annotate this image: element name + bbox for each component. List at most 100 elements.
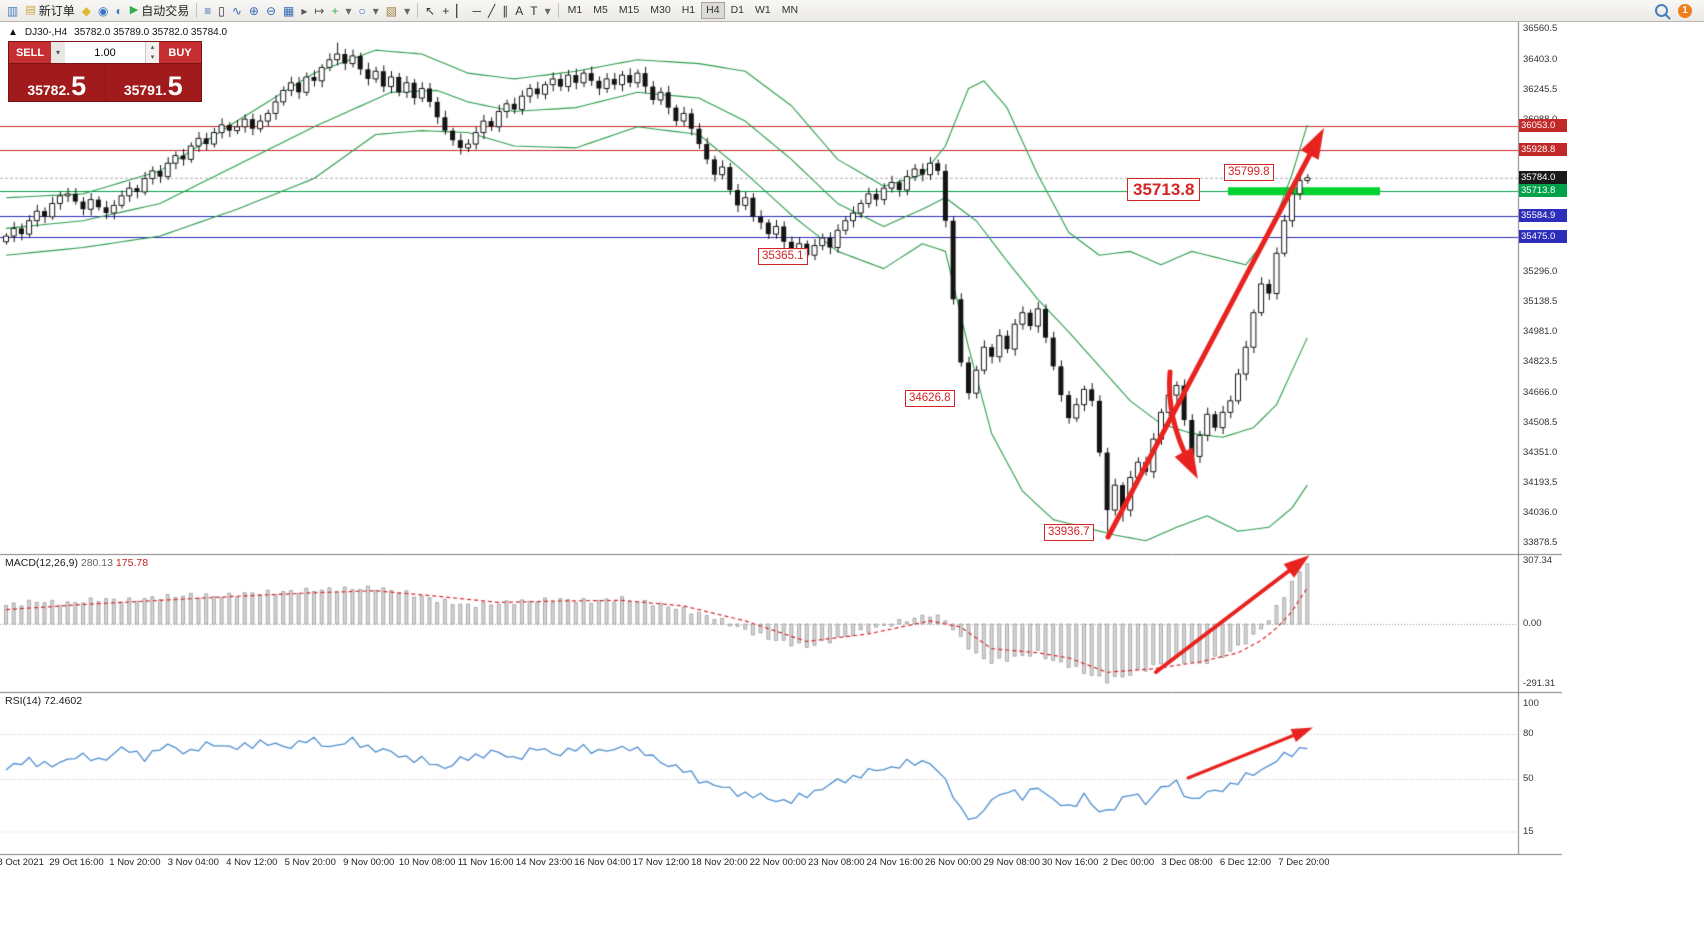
price-axis-tag: 35784.0 bbox=[1519, 170, 1567, 184]
price-axis-tick: 34981.0 bbox=[1523, 326, 1558, 338]
symbol-marker-icon: ▲ bbox=[8, 27, 18, 38]
volume-spinner: ▴ ▾ bbox=[145, 42, 159, 63]
auto-trading-button[interactable]: ▶ 自动交易 bbox=[127, 4, 192, 18]
market-watch-icon[interactable]: ◉ bbox=[98, 3, 109, 18]
timeframe-M15[interactable]: M15 bbox=[618, 4, 640, 17]
price-axis-tick: 36403.0 bbox=[1523, 53, 1558, 65]
time-axis-label: 29 Nov 08:00 bbox=[983, 857, 1040, 868]
price-annotation[interactable]: 35713.8 bbox=[1127, 178, 1201, 201]
timeframe-W1[interactable]: W1 bbox=[755, 4, 771, 17]
shapes-dropdown-icon[interactable]: ▾ bbox=[544, 3, 551, 18]
rsi-name: RSI(14) bbox=[5, 695, 42, 707]
volume-down-button[interactable]: ▾ bbox=[150, 54, 155, 62]
time-axis-label: 17 Nov 12:00 bbox=[632, 857, 690, 868]
chart-symbol-header: ▲ DJ30-,H4 35782.0 35789.0 35782.0 35784… bbox=[8, 27, 227, 38]
buy-price-main: 35791. bbox=[123, 81, 167, 98]
time-axis-label: 23 Nov 08:00 bbox=[808, 857, 865, 868]
timeframe-H1[interactable]: H1 bbox=[681, 4, 696, 17]
toolbar-separator bbox=[196, 3, 198, 18]
time-axis-label: 3 Dec 08:00 bbox=[1161, 857, 1213, 868]
buy-button[interactable]: BUY bbox=[159, 42, 201, 63]
buy-price[interactable]: 35791. 5 bbox=[106, 64, 202, 101]
volume-up-button[interactable]: ▴ bbox=[150, 43, 155, 51]
rsi-indicator-label: RSI(14) 72.4602 bbox=[5, 695, 82, 707]
price-axis-tick: 35296.0 bbox=[1523, 265, 1558, 277]
line-chart-icon[interactable]: ∿ bbox=[231, 3, 242, 18]
price-annotation[interactable]: 33936.7 bbox=[1044, 524, 1094, 541]
arrow-tools-icon[interactable]: T bbox=[530, 3, 538, 18]
price-axis-tag: 35928.8 bbox=[1519, 143, 1567, 157]
vertical-line-icon[interactable]: ▏ bbox=[456, 3, 466, 18]
macd-axis-label: 0.00 bbox=[1523, 618, 1542, 629]
macd-name: MACD(12,26,9) bbox=[5, 557, 78, 569]
crosshair-icon[interactable]: + bbox=[442, 3, 450, 18]
rsi-axis-label: 100 bbox=[1523, 698, 1539, 709]
rsi-value: 72.4602 bbox=[44, 695, 83, 707]
one-click-trading-panel: SELL ▾ ▴ ▾ BUY 35782.5 35791.5 bbox=[8, 41, 202, 102]
zoom-out-icon[interactable]: ⊖ bbox=[265, 3, 277, 18]
volume-input[interactable] bbox=[65, 42, 145, 63]
zoom-in-icon[interactable]: ⊕ bbox=[248, 3, 259, 18]
macd-axis-label: 307.34 bbox=[1523, 554, 1553, 566]
periods-dropdown-icon[interactable]: ▾ bbox=[372, 3, 379, 18]
timeframe-M5[interactable]: M5 bbox=[593, 4, 608, 17]
toolbar-separator bbox=[417, 3, 419, 18]
sell-button[interactable]: SELL bbox=[9, 42, 51, 63]
sell-price[interactable]: 35782. 5 bbox=[9, 64, 106, 101]
sell-price-pip: 5 bbox=[71, 71, 87, 102]
strategy-tester-icon[interactable]: ◐ bbox=[115, 3, 123, 18]
tile-windows-icon[interactable]: ▦ bbox=[283, 3, 295, 18]
price-axis-tick: 35138.5 bbox=[1523, 295, 1558, 307]
cursor-icon[interactable]: ↖ bbox=[425, 3, 436, 18]
time-axis-label: 3 Nov 04:00 bbox=[167, 857, 219, 868]
auto-trading-button-label: 自动交易 bbox=[141, 3, 190, 18]
sell-options-dropdown[interactable]: ▾ bbox=[51, 42, 65, 63]
new-order-button[interactable]: ▤ 新订单 bbox=[22, 4, 77, 18]
toolbar-separator bbox=[557, 3, 559, 18]
price-annotation[interactable]: 35365.1 bbox=[758, 248, 808, 265]
chart-window-icon[interactable]: ▥ bbox=[7, 3, 19, 18]
price-axis-tick: 34666.0 bbox=[1523, 386, 1558, 398]
price-annotation[interactable]: 34626.8 bbox=[905, 390, 955, 407]
timeframe-D1[interactable]: D1 bbox=[730, 4, 744, 17]
timeframe-M1[interactable]: M1 bbox=[567, 4, 583, 17]
timeframe-MN[interactable]: MN bbox=[781, 4, 799, 17]
time-axis-label: 1 Nov 20:00 bbox=[109, 857, 161, 868]
price-axis-tick: 33878.5 bbox=[1523, 537, 1558, 549]
channel-icon[interactable]: ∥ bbox=[502, 3, 509, 18]
time-axis-label: 26 Nov 00:00 bbox=[924, 857, 982, 868]
rsi-axis-label: 15 bbox=[1523, 825, 1534, 837]
timeframe-M30[interactable]: M30 bbox=[650, 4, 671, 17]
time-axis-label: 10 Nov 08:00 bbox=[398, 857, 456, 868]
time-axis-label: 7 Dec 20:00 bbox=[1278, 857, 1330, 868]
price-axis-tick: 34508.5 bbox=[1523, 416, 1558, 428]
auto-trading-button-icon: ▶ bbox=[129, 4, 139, 16]
auto-scroll-icon[interactable]: ▸ bbox=[301, 3, 308, 18]
notifications-badge[interactable]: 1 bbox=[1678, 3, 1692, 18]
templates-icon[interactable]: ▧ bbox=[385, 3, 398, 18]
symbol-period: DJ30-,H4 bbox=[24, 27, 68, 38]
price-axis-tick: 34351.0 bbox=[1523, 446, 1558, 458]
chart-shift-icon[interactable]: ↦ bbox=[314, 3, 325, 18]
price-axis-tag: 35713.8 bbox=[1519, 184, 1567, 198]
indicators-dropdown-icon[interactable]: ▾ bbox=[345, 3, 352, 18]
indicators-icon[interactable]: + bbox=[331, 3, 339, 18]
time-axis-label: 14 Nov 23:00 bbox=[515, 857, 573, 868]
trendline-icon[interactable]: ╱ bbox=[488, 3, 496, 18]
time-axis-label: 22 Nov 00:00 bbox=[749, 857, 807, 868]
timeframe-H4[interactable]: H4 bbox=[701, 2, 725, 19]
new-order-button-label: 新订单 bbox=[38, 3, 75, 18]
periods-icon[interactable]: ○ bbox=[358, 3, 366, 18]
search-icon[interactable] bbox=[1655, 4, 1668, 17]
bar-chart-icon[interactable]: ≡ bbox=[204, 3, 212, 18]
candlestick-chart-icon[interactable]: ▯ bbox=[218, 3, 225, 18]
time-axis-label: 9 Nov 00:00 bbox=[343, 857, 395, 868]
horizontal-line-icon[interactable]: ─ bbox=[472, 3, 481, 18]
quotes-icon[interactable]: ◆ bbox=[81, 3, 91, 18]
templates-dropdown-icon[interactable]: ▾ bbox=[404, 3, 411, 18]
price-annotation[interactable]: 35799.8 bbox=[1224, 164, 1274, 181]
toolbar-right: 1 bbox=[1655, 3, 1700, 18]
macd-axis-label: -291.31 bbox=[1523, 677, 1556, 689]
text-tool-icon[interactable]: A bbox=[515, 3, 524, 18]
